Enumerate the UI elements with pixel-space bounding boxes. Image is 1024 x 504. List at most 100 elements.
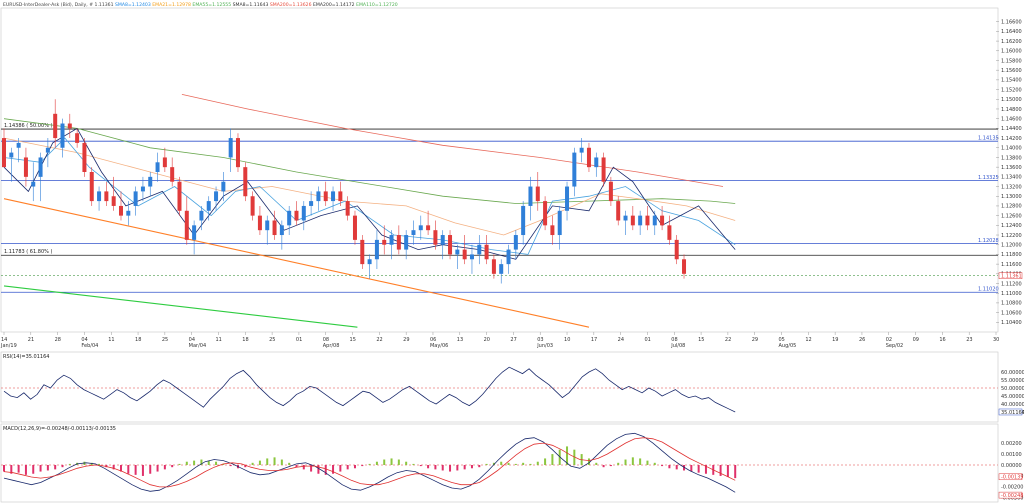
candle[interactable]	[469, 244, 474, 274]
candle[interactable]	[338, 181, 343, 206]
candle[interactable]	[111, 176, 116, 211]
candle[interactable]	[257, 205, 262, 236]
candle[interactable]	[660, 205, 665, 231]
candle[interactable]	[360, 235, 365, 269]
candle[interactable]	[674, 235, 679, 265]
candle[interactable]	[550, 215, 555, 245]
candle[interactable]	[155, 152, 160, 182]
candle[interactable]	[140, 176, 145, 202]
candle[interactable]	[97, 186, 102, 211]
candle[interactable]	[652, 210, 657, 236]
candle[interactable]	[243, 162, 248, 202]
candle[interactable]	[426, 210, 431, 236]
candle[interactable]	[272, 210, 277, 240]
candle[interactable]	[608, 176, 613, 206]
candle[interactable]	[616, 196, 621, 226]
candle[interactable]	[162, 147, 167, 172]
candle[interactable]	[82, 138, 87, 177]
candle[interactable]	[133, 186, 138, 216]
candle[interactable]	[75, 128, 80, 148]
candle[interactable]	[45, 138, 50, 168]
candle[interactable]	[382, 225, 387, 255]
candle[interactable]	[367, 254, 372, 279]
candle[interactable]	[389, 230, 394, 260]
candle[interactable]	[323, 181, 328, 206]
candle[interactable]	[199, 205, 204, 231]
candle[interactable]	[586, 142, 591, 172]
candle[interactable]	[543, 196, 548, 231]
candle[interactable]	[235, 133, 240, 172]
candle[interactable]	[287, 205, 292, 236]
candle[interactable]	[491, 254, 496, 279]
candle[interactable]	[682, 254, 687, 279]
candle[interactable]	[192, 220, 197, 255]
candle[interactable]	[31, 162, 36, 202]
candle[interactable]	[579, 138, 584, 163]
candle[interactable]	[118, 191, 123, 221]
candle[interactable]	[228, 128, 233, 172]
candle[interactable]	[623, 210, 628, 236]
candle[interactable]	[67, 113, 72, 139]
candle[interactable]	[630, 205, 635, 231]
candle[interactable]	[265, 215, 270, 245]
candle[interactable]	[418, 215, 423, 240]
price-panel[interactable]	[0, 7, 999, 333]
candle[interactable]	[2, 128, 6, 168]
candle[interactable]	[316, 186, 321, 211]
candle[interactable]	[477, 235, 482, 265]
candle[interactable]	[309, 191, 314, 216]
candle[interactable]	[638, 210, 643, 236]
candle[interactable]	[345, 196, 350, 221]
candle[interactable]	[404, 230, 409, 260]
candle[interactable]	[250, 191, 255, 221]
candle[interactable]	[9, 147, 14, 182]
candle[interactable]	[455, 244, 460, 269]
candle[interactable]	[170, 157, 175, 187]
candle[interactable]	[535, 172, 540, 211]
candle[interactable]	[521, 201, 526, 245]
candle[interactable]	[214, 186, 219, 211]
candle[interactable]	[206, 196, 211, 221]
rsi-panel[interactable]	[0, 351, 999, 423]
candle[interactable]	[499, 259, 504, 284]
candle[interactable]	[60, 118, 65, 158]
candle[interactable]	[448, 230, 453, 260]
macd-histogram-bar	[697, 465, 700, 473]
candle[interactable]	[601, 152, 606, 187]
candle[interactable]	[411, 220, 416, 245]
candle[interactable]	[374, 230, 379, 269]
candle[interactable]	[38, 152, 43, 202]
candle[interactable]	[301, 201, 306, 231]
green-trendline[interactable]	[3, 285, 358, 328]
candle[interactable]	[89, 167, 94, 206]
candle[interactable]	[594, 152, 599, 177]
macd-panel[interactable]	[0, 423, 999, 503]
orange-trendline[interactable]	[3, 198, 590, 328]
candle[interactable]	[126, 201, 131, 226]
candle[interactable]	[221, 172, 226, 202]
candle[interactable]	[572, 147, 577, 197]
candle[interactable]	[557, 205, 562, 250]
candle[interactable]	[565, 181, 570, 221]
candle[interactable]	[440, 230, 445, 260]
candle[interactable]	[104, 181, 109, 206]
candle[interactable]	[484, 235, 489, 265]
candle[interactable]	[506, 244, 511, 274]
candle[interactable]	[352, 210, 357, 245]
candle[interactable]	[462, 235, 467, 265]
candle[interactable]	[294, 201, 299, 226]
candle[interactable]	[513, 230, 518, 260]
candle[interactable]	[396, 225, 401, 255]
candle[interactable]	[177, 176, 182, 216]
candle[interactable]	[148, 172, 153, 197]
candle[interactable]	[667, 215, 672, 245]
candle[interactable]	[279, 220, 284, 250]
candle[interactable]	[53, 99, 58, 148]
candle[interactable]	[331, 186, 336, 211]
candle[interactable]	[528, 176, 533, 221]
candle[interactable]	[16, 138, 21, 163]
candle[interactable]	[23, 147, 28, 187]
candle[interactable]	[184, 196, 189, 245]
candle[interactable]	[645, 205, 650, 231]
candle[interactable]	[433, 220, 438, 250]
